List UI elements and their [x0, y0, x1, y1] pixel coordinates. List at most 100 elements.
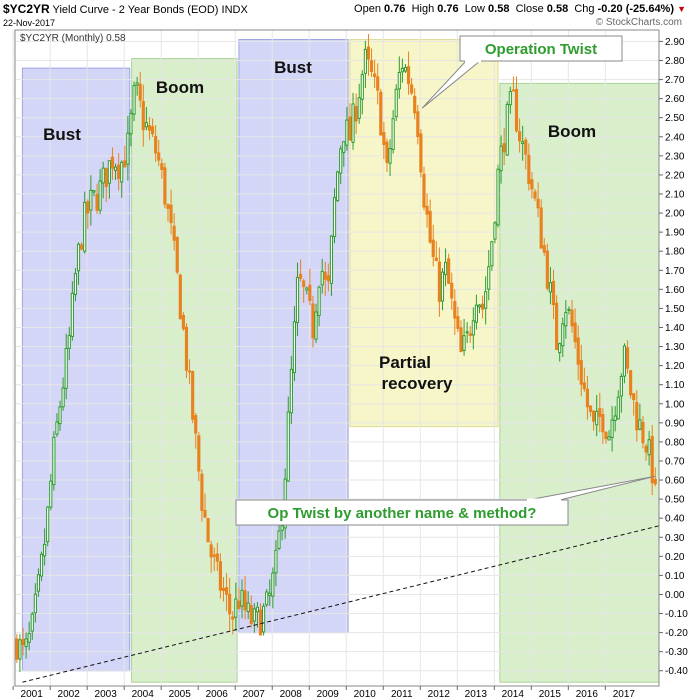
candle-down — [323, 271, 327, 280]
y-tick-label: -0.30 — [665, 647, 688, 658]
candle-down — [86, 201, 90, 214]
zone-label-bust: Bust — [274, 58, 312, 77]
candle-down — [123, 160, 127, 168]
candle-up — [27, 632, 31, 643]
candle-down — [527, 154, 531, 184]
y-tick-label: 0.40 — [665, 514, 685, 525]
open-value: 0.76 — [384, 3, 406, 15]
candle-up — [305, 287, 309, 291]
candle-up — [83, 201, 87, 252]
candle-up — [277, 530, 281, 549]
candle-up — [129, 112, 133, 135]
candle-down — [530, 179, 534, 190]
candle-down — [206, 517, 210, 543]
x-tick-label: 2002 — [58, 689, 81, 700]
candle-up — [397, 71, 401, 90]
candle-up — [101, 167, 105, 184]
candle-up — [286, 411, 290, 482]
candle-down — [169, 204, 173, 224]
candle-up — [76, 243, 81, 272]
candle-down — [502, 143, 506, 153]
candle-up — [595, 410, 599, 426]
callout-box-op-twist-name — [235, 499, 569, 526]
candle-up — [89, 189, 93, 211]
candle-down — [225, 587, 229, 595]
candle-up — [252, 608, 256, 622]
candle-up — [320, 270, 324, 286]
candle-down — [644, 445, 648, 453]
candle-down — [221, 587, 226, 592]
candle-down — [218, 561, 222, 591]
candle-up — [558, 343, 562, 354]
candle-up — [30, 613, 34, 632]
zone-label-boom: Boom — [548, 122, 596, 141]
candle-up — [280, 525, 284, 531]
candle-up — [465, 331, 469, 334]
candle-up — [135, 82, 139, 86]
y-tick-label: 0.80 — [665, 437, 685, 448]
candle-down — [641, 421, 645, 444]
y-tick-label: 2.50 — [665, 113, 685, 124]
copyright-label: © StockCharts.com — [595, 17, 682, 28]
candle-up — [268, 592, 272, 597]
trendline-layer — [22, 525, 660, 683]
candle-up — [271, 572, 275, 597]
exchange-label: INDX — [221, 4, 248, 16]
x-tick-label: 2001 — [21, 689, 44, 700]
candle-up — [240, 589, 244, 607]
candle-down — [413, 95, 417, 114]
candle-up — [490, 241, 494, 267]
candle-down — [308, 284, 312, 301]
candle-up — [314, 311, 318, 340]
candle-down — [154, 135, 158, 154]
x-tick-label: 2007 — [243, 689, 266, 700]
candle-down — [533, 191, 537, 199]
candle-up — [24, 638, 28, 647]
candle-up — [567, 308, 571, 311]
candle-down — [524, 139, 528, 155]
symbol-label: $YC2YR — [3, 2, 50, 16]
candle-up — [73, 273, 78, 295]
candle-down — [453, 300, 457, 319]
candle-down — [459, 327, 463, 353]
candle-up — [98, 180, 102, 211]
y-tick-label: 2.30 — [665, 151, 685, 162]
candle-down — [373, 73, 377, 78]
candle-up — [493, 222, 497, 240]
x-tick-label: 2008 — [280, 689, 303, 700]
candle-down — [172, 225, 176, 241]
candle-down — [539, 207, 543, 249]
zone-label-recovery-line2: recovery — [382, 374, 453, 393]
candle-down — [425, 205, 429, 215]
candle-down — [376, 76, 380, 91]
candle-up — [351, 103, 355, 143]
candle-down — [194, 415, 198, 434]
candle-up — [46, 506, 50, 543]
candle-up — [505, 104, 509, 156]
candle-down — [150, 126, 155, 135]
candle-up — [638, 419, 642, 430]
x-tick-label: 2012 — [428, 689, 451, 700]
y-tick-label: 2.80 — [665, 56, 685, 67]
candle-down — [326, 275, 330, 282]
candle-down — [551, 280, 556, 306]
candle-down — [366, 46, 371, 60]
candle-down — [632, 393, 636, 401]
candle-up — [132, 85, 136, 115]
candle-up — [113, 166, 118, 171]
chg-label: Chg — [574, 3, 595, 15]
candle-down — [573, 322, 577, 343]
candle-up — [70, 292, 74, 337]
zone-label-bust: Bust — [43, 125, 81, 144]
y-tick-label: 2.90 — [665, 37, 685, 48]
down-arrow-icon: ▼ — [677, 4, 686, 14]
candle-up — [619, 375, 623, 397]
candle-down — [511, 89, 516, 92]
candle-down — [197, 435, 201, 472]
candle-down — [302, 280, 306, 288]
candle-down — [410, 84, 414, 94]
callout-text-op-twist-name: Op Twist by another name & method? — [268, 505, 537, 522]
candle-down — [157, 152, 161, 161]
y-tick-label: 0.90 — [665, 418, 685, 429]
y-tick-label: 0.50 — [665, 495, 685, 506]
